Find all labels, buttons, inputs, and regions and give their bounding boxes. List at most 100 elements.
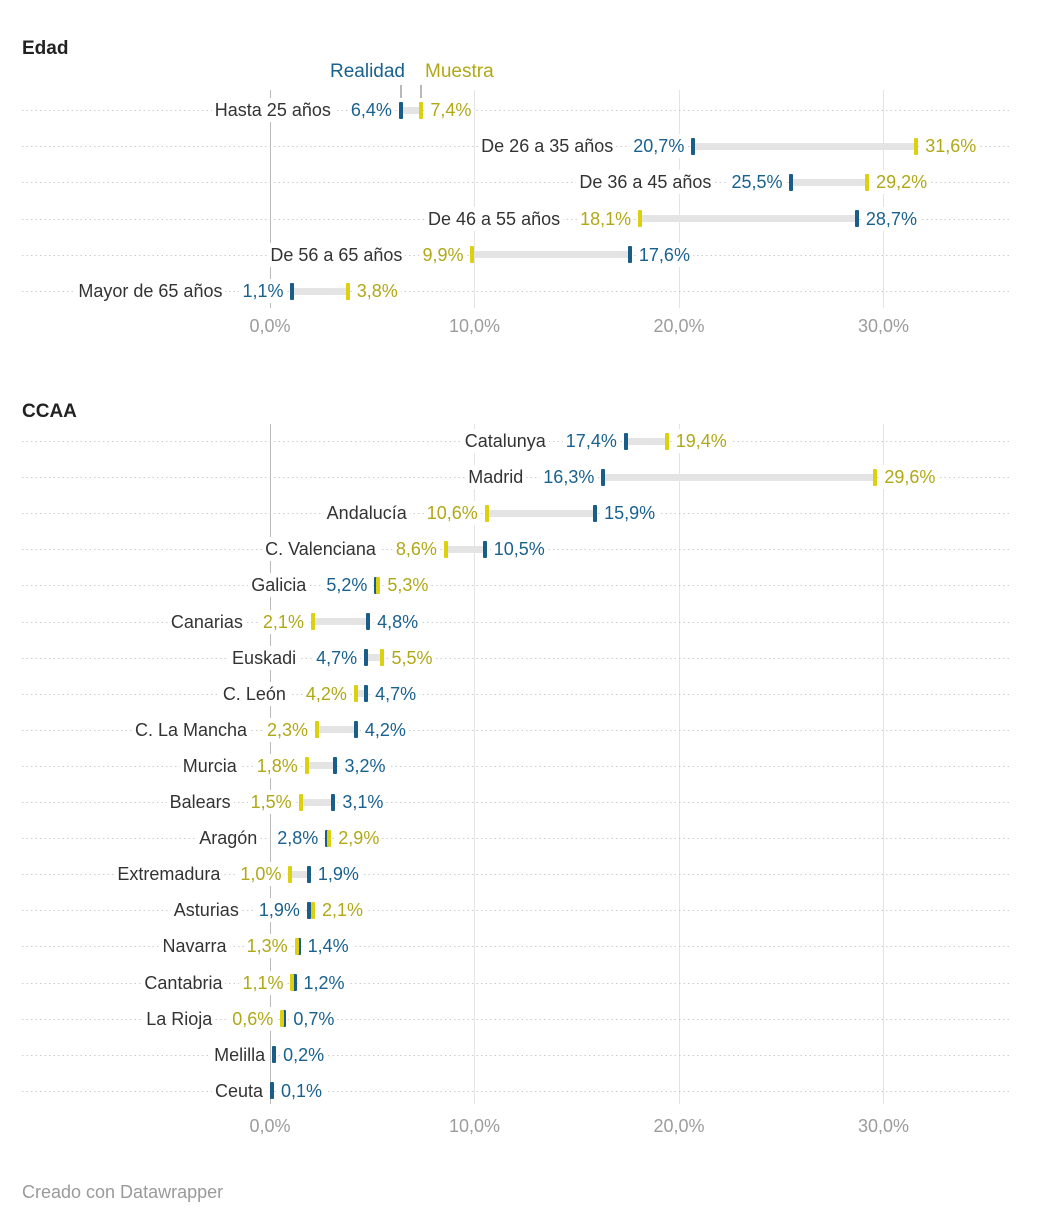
- category-label: Euskadi: [229, 645, 300, 670]
- value-label-realidad: 17,4%: [562, 429, 620, 453]
- range-connector: [791, 178, 868, 186]
- value-label-muestra: 3,8%: [353, 279, 401, 303]
- category-label: Melilla: [211, 1042, 269, 1067]
- row-left-group: Asturias 1,9%: [170, 898, 303, 923]
- value-label-realidad: 1,9%: [255, 898, 303, 923]
- value-label-muestra: 19,4%: [672, 429, 730, 453]
- value-label-realidad: 0,1%: [278, 1078, 326, 1103]
- row-dotted-line: [22, 983, 1012, 984]
- value-label-realidad: 4,7%: [372, 681, 420, 706]
- marker-realidad: [854, 210, 859, 228]
- marker-muestra: [865, 173, 870, 191]
- marker-muestra: [290, 974, 295, 991]
- marker-muestra: [310, 613, 315, 630]
- marker-muestra: [873, 468, 878, 486]
- row-dotted-line: [22, 1055, 1012, 1056]
- value-label-realidad: 25,5%: [728, 170, 786, 195]
- value-label-muestra: 1,3%: [243, 934, 291, 959]
- row-left-group: Hasta 25 años 6,4%: [211, 98, 395, 122]
- marker-realidad: [601, 468, 606, 486]
- row-dotted-line: [22, 182, 1012, 183]
- value-label-realidad: 4,7%: [313, 645, 361, 670]
- marker-muestra: [294, 937, 299, 955]
- value-label-realidad: 0,7%: [290, 1006, 338, 1031]
- category-label: Aragón: [196, 826, 261, 851]
- row-left-group: Catalunya 17,4%: [461, 429, 620, 453]
- marker-realidad: [691, 137, 696, 155]
- row-left-group: Canarias 2,1%: [167, 609, 307, 634]
- range-connector: [486, 509, 596, 517]
- category-label: C. La Mancha: [131, 717, 251, 742]
- value-label-realidad: 5,2%: [323, 573, 371, 598]
- value-label-muestra: 4,2%: [302, 681, 350, 706]
- range-connector: [693, 142, 917, 150]
- row-dotted-line: [22, 1019, 1012, 1020]
- row-dotted-line: [22, 110, 1012, 111]
- row-left-group: Navarra 1,3%: [159, 934, 291, 959]
- marker-realidad: [333, 757, 338, 775]
- value-label-muestra: 5,5%: [388, 645, 436, 670]
- marker-muestra: [484, 504, 489, 522]
- legend-tick-muestra: [420, 85, 423, 98]
- range-connector: [355, 690, 367, 698]
- value-label-muestra: 0,6%: [229, 1006, 277, 1031]
- row-left-group: Murcia 1,8%: [179, 753, 301, 778]
- marker-realidad: [325, 829, 330, 847]
- row-left-group: C. La Mancha 2,3%: [131, 717, 312, 742]
- marker-muestra: [315, 721, 320, 739]
- value-label-muestra: 31,6%: [922, 134, 980, 159]
- value-label-muestra: 29,6%: [881, 465, 939, 490]
- value-label-muestra: 1,8%: [253, 753, 301, 778]
- datawrapper-credit-link[interactable]: Creado con Datawrapper: [22, 1182, 224, 1202]
- row-left-group: Balears 1,5%: [166, 790, 295, 814]
- row-dotted-line: [22, 730, 1012, 731]
- gridline: [678, 90, 680, 308]
- legend-muestra-label: Muestra: [423, 60, 496, 84]
- marker-realidad: [482, 540, 487, 558]
- row-left-group: Extremadura 1,0%: [114, 862, 285, 887]
- axis-tick-label: 0,0%: [249, 1116, 291, 1136]
- marker-muestra: [470, 246, 475, 264]
- category-label: Galicia: [248, 573, 310, 598]
- marker-muestra: [638, 210, 643, 228]
- marker-realidad: [272, 1046, 277, 1064]
- value-label-realidad: 4,8%: [374, 609, 422, 634]
- value-label-muestra: 1,1%: [239, 970, 287, 995]
- category-label: Ceuta: [212, 1078, 267, 1103]
- row-left-group: C. León 4,2%: [219, 681, 350, 706]
- row-dotted-line: [22, 874, 1012, 875]
- axis-tick-label: 10,0%: [448, 316, 501, 336]
- marker-realidad: [296, 937, 301, 955]
- row-dotted-line: [22, 910, 1012, 911]
- row-left-group: Madrid 16,3%: [465, 465, 598, 490]
- marker-realidad: [623, 432, 628, 450]
- row-dotted-line: [22, 291, 1012, 292]
- row-left-group: Melilla: [211, 1042, 269, 1067]
- marker-muestra: [443, 540, 448, 558]
- range-connector: [603, 473, 876, 481]
- axis-tick-label: 30,0%: [857, 1116, 910, 1136]
- range-connector: [292, 287, 348, 295]
- marker-muestra: [298, 793, 303, 811]
- range-connector: [625, 437, 667, 445]
- gridline: [678, 424, 680, 1104]
- category-label: Navarra: [159, 934, 230, 959]
- category-label: Catalunya: [461, 429, 549, 453]
- row-left-group: C. Valenciana 8,6%: [262, 537, 440, 562]
- marker-realidad: [290, 282, 295, 300]
- category-label: La Rioja: [143, 1006, 216, 1031]
- value-label-muestra: 9,9%: [419, 242, 467, 267]
- range-connector: [445, 545, 485, 553]
- chart-title-edad: Edad: [22, 37, 69, 59]
- marker-muestra: [664, 432, 669, 450]
- value-label-muestra: 2,9%: [335, 826, 383, 851]
- category-label: C. León: [219, 681, 289, 706]
- marker-realidad: [364, 649, 369, 667]
- range-connector: [290, 870, 309, 878]
- marker-realidad: [398, 101, 403, 119]
- marker-realidad: [306, 901, 311, 919]
- row-left-group: Mayor de 65 años 1,1%: [75, 279, 287, 303]
- category-label: Mayor de 65 años: [75, 279, 226, 303]
- value-label-realidad: 4,2%: [361, 717, 409, 742]
